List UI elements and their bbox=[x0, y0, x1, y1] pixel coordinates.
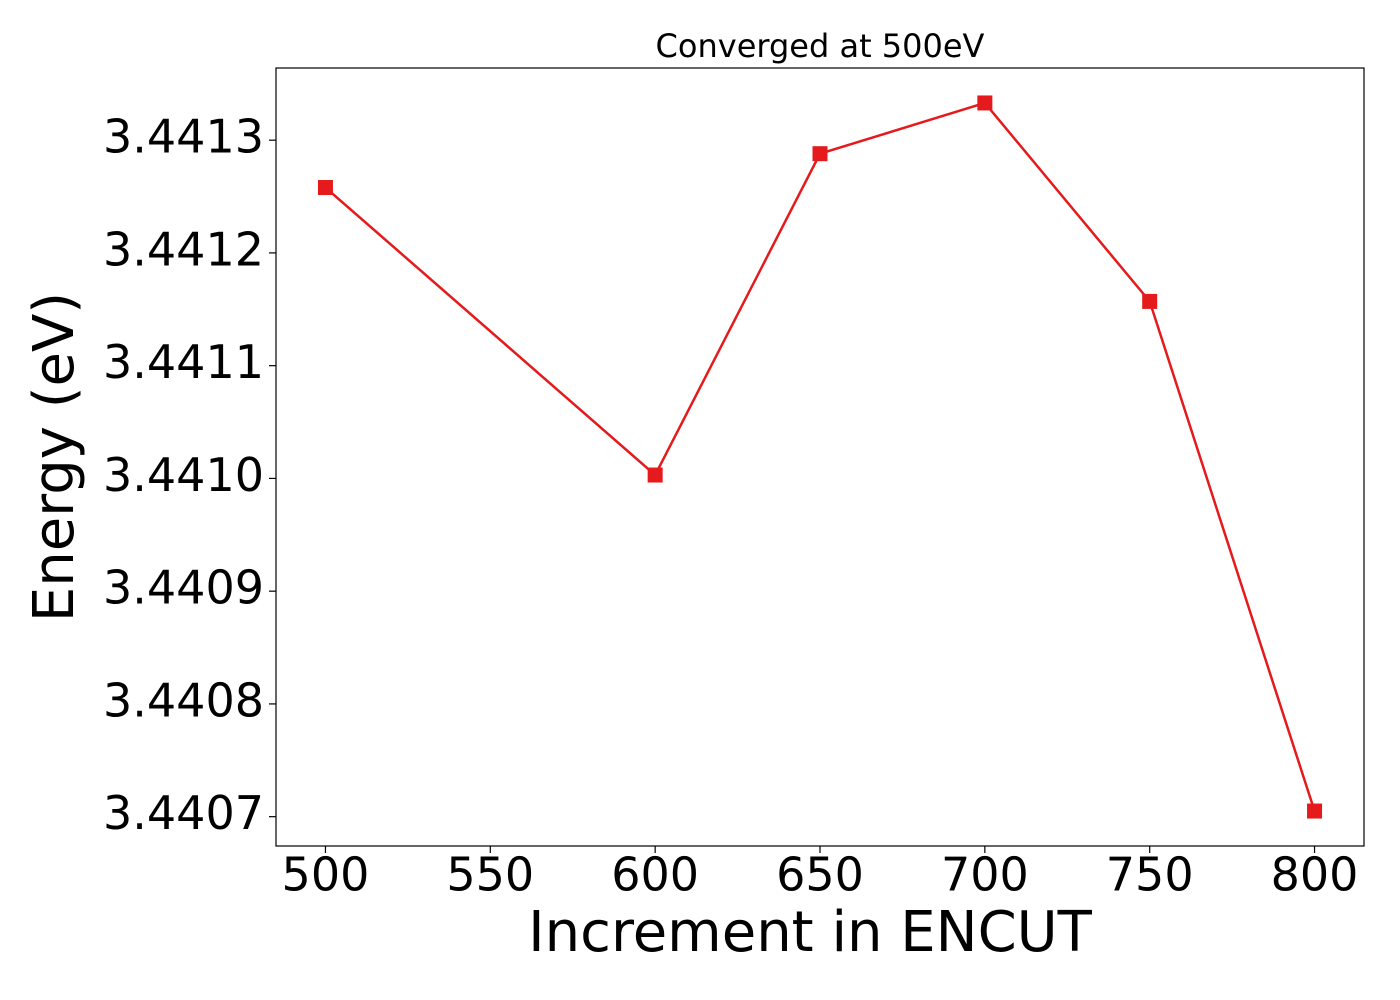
x-tick-label: 800 bbox=[1271, 848, 1359, 902]
data-point bbox=[812, 146, 828, 162]
x-tick-label: 550 bbox=[446, 848, 534, 902]
data-line bbox=[324, 101, 1316, 812]
y-tick-label: 3.4407 bbox=[103, 786, 264, 840]
y-tick-label: 3.4412 bbox=[103, 222, 264, 276]
data-point bbox=[647, 467, 663, 483]
data-point bbox=[977, 95, 993, 111]
y-tick-label: 3.4410 bbox=[103, 448, 264, 502]
data-point bbox=[1307, 803, 1323, 819]
chart-title: Converged at 500eV bbox=[656, 27, 985, 65]
y-tick-label: 3.4409 bbox=[103, 561, 264, 615]
y-tick-label: 3.4413 bbox=[103, 110, 264, 164]
x-tick-label: 750 bbox=[1106, 848, 1194, 902]
y-tick-label: 3.4411 bbox=[103, 335, 264, 389]
x-tick-label: 700 bbox=[941, 848, 1029, 902]
x-tick-label: 650 bbox=[776, 848, 864, 902]
y-tick-label: 3.4408 bbox=[103, 673, 264, 727]
x-tick-label: 600 bbox=[611, 848, 699, 902]
y-axis-label: Energy (eV) bbox=[22, 292, 87, 622]
x-axis-label: Increment in ENCUT bbox=[528, 900, 1093, 965]
x-tick-label: 500 bbox=[282, 848, 370, 902]
data-point bbox=[317, 180, 333, 196]
data-point bbox=[1142, 293, 1158, 309]
